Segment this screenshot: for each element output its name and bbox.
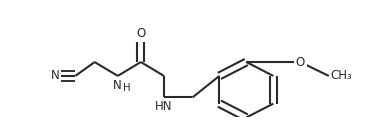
Text: O: O	[136, 27, 145, 41]
Text: N: N	[113, 79, 122, 92]
Text: H: H	[123, 83, 131, 93]
Text: CH₃: CH₃	[330, 69, 352, 82]
Text: O: O	[296, 56, 305, 69]
Text: N: N	[51, 69, 59, 82]
Text: HN: HN	[155, 100, 173, 113]
